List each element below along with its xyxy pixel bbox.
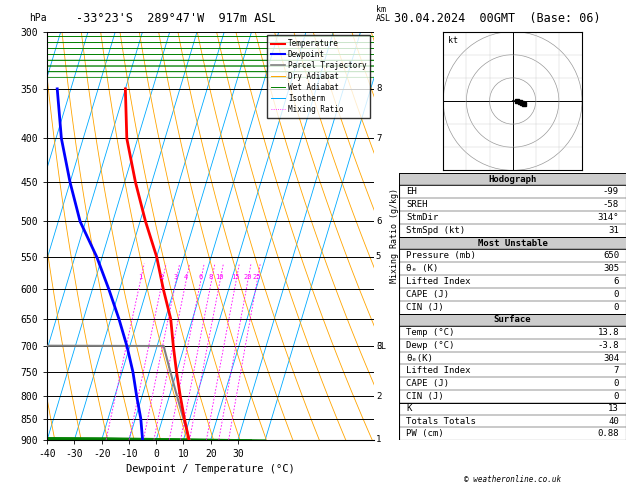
Text: 10: 10 — [215, 274, 224, 279]
Text: 0: 0 — [614, 392, 619, 401]
Text: 1: 1 — [376, 435, 381, 444]
Text: 7: 7 — [614, 366, 619, 375]
Text: 0: 0 — [614, 303, 619, 312]
Text: hPa: hPa — [29, 14, 47, 23]
Text: 3: 3 — [376, 342, 381, 351]
Text: θₑ (K): θₑ (K) — [406, 264, 438, 273]
Text: 6: 6 — [376, 217, 381, 226]
Text: StmSpd (kt): StmSpd (kt) — [406, 226, 465, 235]
Text: 25: 25 — [252, 274, 261, 279]
X-axis label: Dewpoint / Temperature (°C): Dewpoint / Temperature (°C) — [126, 465, 295, 474]
Text: Hodograph: Hodograph — [489, 174, 537, 184]
Text: 1: 1 — [138, 274, 142, 279]
Bar — [399, 314, 626, 403]
Text: Totals Totals: Totals Totals — [406, 417, 476, 426]
Text: Lifted Index: Lifted Index — [406, 277, 470, 286]
Text: kt: kt — [448, 36, 458, 45]
Text: 8: 8 — [376, 85, 381, 93]
Text: 13: 13 — [608, 404, 619, 414]
Text: -33°23'S  289°47'W  917m ASL: -33°23'S 289°47'W 917m ASL — [76, 12, 276, 25]
Text: CL: CL — [376, 342, 386, 351]
Bar — [399, 173, 626, 237]
Bar — [399, 403, 626, 440]
Text: 304: 304 — [603, 353, 619, 363]
Text: θₑ(K): θₑ(K) — [406, 353, 433, 363]
Text: 5: 5 — [376, 252, 381, 261]
Text: Lifted Index: Lifted Index — [406, 366, 470, 375]
Text: 650: 650 — [603, 251, 619, 260]
Text: -58: -58 — [603, 200, 619, 209]
Bar — [399, 237, 626, 314]
Text: CAPE (J): CAPE (J) — [406, 290, 449, 299]
Bar — [399, 237, 626, 249]
Text: CIN (J): CIN (J) — [406, 392, 444, 401]
Text: 2: 2 — [160, 274, 164, 279]
Bar — [399, 173, 626, 185]
Text: PW (cm): PW (cm) — [406, 429, 444, 438]
Text: 2: 2 — [376, 392, 381, 400]
Text: CIN (J): CIN (J) — [406, 303, 444, 312]
Text: 0.88: 0.88 — [598, 429, 619, 438]
Text: Pressure (mb): Pressure (mb) — [406, 251, 476, 260]
Text: 31: 31 — [608, 226, 619, 235]
Text: K: K — [406, 404, 411, 414]
Text: 15: 15 — [231, 274, 240, 279]
Text: 314°: 314° — [598, 213, 619, 222]
Text: StmDir: StmDir — [406, 213, 438, 222]
Text: 4: 4 — [184, 274, 188, 279]
Text: 0: 0 — [614, 290, 619, 299]
Text: 305: 305 — [603, 264, 619, 273]
Text: km
ASL: km ASL — [376, 5, 391, 23]
Text: Dewp (°C): Dewp (°C) — [406, 341, 455, 350]
Text: 6: 6 — [614, 277, 619, 286]
Text: 8: 8 — [209, 274, 213, 279]
Text: 20: 20 — [243, 274, 252, 279]
Text: EH: EH — [406, 187, 417, 196]
Text: SREH: SREH — [406, 200, 428, 209]
Text: Surface: Surface — [494, 315, 532, 325]
Text: © weatheronline.co.uk: © weatheronline.co.uk — [464, 474, 561, 484]
Text: Most Unstable: Most Unstable — [477, 239, 548, 248]
Text: Temp (°C): Temp (°C) — [406, 328, 455, 337]
Text: 6: 6 — [198, 274, 203, 279]
Text: 30.04.2024  00GMT  (Base: 06): 30.04.2024 00GMT (Base: 06) — [394, 12, 600, 25]
Text: -99: -99 — [603, 187, 619, 196]
Text: CAPE (J): CAPE (J) — [406, 379, 449, 388]
Text: 13.8: 13.8 — [598, 328, 619, 337]
Text: -3.8: -3.8 — [598, 341, 619, 350]
Text: 40: 40 — [608, 417, 619, 426]
Text: 3: 3 — [174, 274, 178, 279]
Bar — [399, 314, 626, 326]
Text: 7: 7 — [376, 134, 381, 143]
Text: Mixing Ratio (g/kg): Mixing Ratio (g/kg) — [390, 188, 399, 283]
Text: 0: 0 — [614, 379, 619, 388]
Legend: Temperature, Dewpoint, Parcel Trajectory, Dry Adiabat, Wet Adiabat, Isotherm, Mi: Temperature, Dewpoint, Parcel Trajectory… — [267, 35, 370, 118]
